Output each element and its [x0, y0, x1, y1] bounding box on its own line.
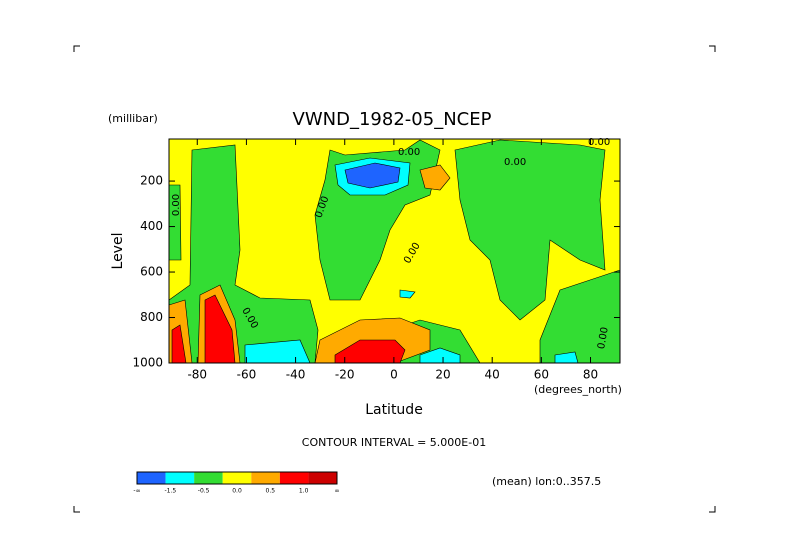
- x-tick-label: 80: [583, 368, 598, 382]
- x-tick-label: -60: [237, 368, 257, 382]
- y-tick-label: 1000: [132, 356, 163, 370]
- colorbar-label: 0.5: [266, 488, 276, 495]
- contour-fill: [344, 162, 401, 189]
- y-tick-label: 200: [140, 174, 163, 188]
- x-unit: (degrees_north): [534, 383, 622, 396]
- colorbar-label: 0.0: [232, 488, 242, 495]
- contour-note: CONTOUR INTERVAL = 5.000E-01: [302, 436, 486, 449]
- x-tick-label: 60: [534, 368, 549, 382]
- x-tick-label: 40: [485, 368, 500, 382]
- contour-fill: [419, 164, 451, 191]
- y-tick-label: 400: [140, 219, 163, 233]
- contour-fill: [204, 294, 236, 364]
- contour-label: 0.00: [588, 137, 610, 148]
- colorbar-label: -0.5: [198, 488, 210, 495]
- y-tick-label: 600: [140, 265, 163, 279]
- colorbar-box: [165, 472, 195, 484]
- colorbar-label: -∞: [133, 488, 140, 495]
- colorbar-box: [251, 472, 280, 484]
- x-tick-label: 20: [435, 368, 450, 382]
- chart-title: VWND_1982-05_NCEP: [293, 109, 492, 130]
- colorbar-box: [222, 472, 252, 484]
- colorbar-box: [308, 472, 337, 484]
- corner-marks: [73, 45, 716, 513]
- contour-label: 0.00: [398, 147, 420, 158]
- contour-label: 0.00: [171, 194, 182, 216]
- contour-fill: [454, 139, 606, 321]
- y-axis-title: Level: [110, 233, 126, 270]
- colorbar-box: [279, 472, 309, 484]
- x-tick-label: -80: [187, 368, 207, 382]
- colorbar-label: ∞: [335, 488, 340, 495]
- contour-label: 0.00: [596, 326, 611, 350]
- x-tick-label: -20: [335, 368, 355, 382]
- x-axis-title: Latitude: [365, 402, 423, 418]
- footer-note: (mean) lon:0..357.5: [492, 475, 601, 488]
- colorbar-box: [194, 472, 223, 484]
- contour-fill: [399, 289, 416, 299]
- y-unit: (millibar): [108, 112, 158, 125]
- contour-fill: [419, 347, 461, 364]
- plot-area: [168, 138, 621, 364]
- contour-label: 0.00: [504, 157, 526, 168]
- colorbar-label: 1.0: [299, 488, 309, 495]
- colorbar-frame: [136, 471, 338, 485]
- colorbar-box: [137, 472, 166, 484]
- x-tick-label: 0: [390, 368, 398, 382]
- plot-frame: [168, 138, 621, 364]
- y-tick-label: 800: [140, 310, 163, 324]
- x-tick-label: -40: [286, 368, 306, 382]
- colorbar-label: -1.5: [164, 488, 176, 495]
